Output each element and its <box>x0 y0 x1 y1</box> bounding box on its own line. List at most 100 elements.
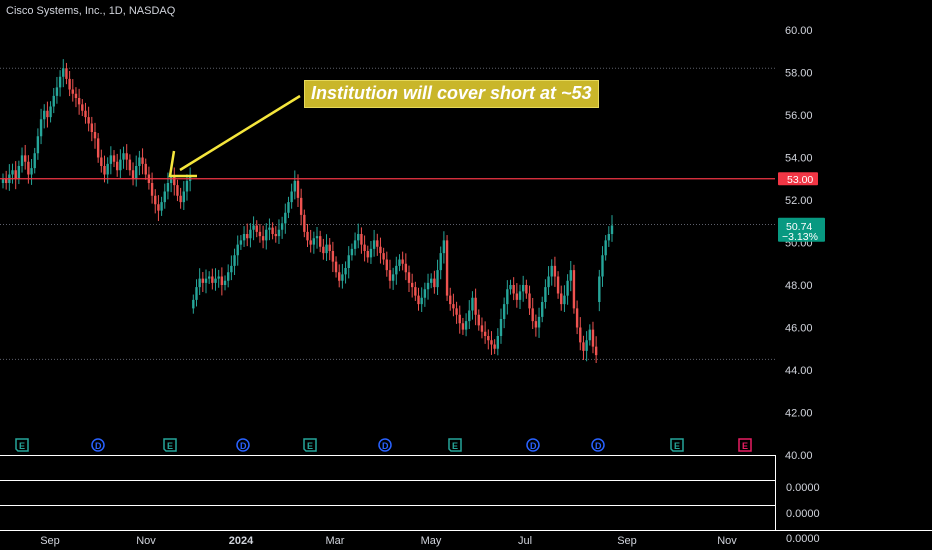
candle-body <box>268 227 271 230</box>
earnings-event-icon <box>15 438 29 452</box>
price-level-badge <box>778 172 818 186</box>
y-tick-label: 58.00 <box>785 68 813 80</box>
candle-body <box>242 234 246 241</box>
x-tick-label: Sep <box>40 535 60 547</box>
candle-body <box>299 197 303 215</box>
candle-body <box>401 259 404 264</box>
candle-body <box>563 295 566 305</box>
candle-body <box>36 136 40 154</box>
candle-body <box>119 159 122 171</box>
candle-body <box>4 178 8 183</box>
candle-body <box>176 185 179 196</box>
candle-body <box>525 285 528 294</box>
candle-body <box>100 157 103 166</box>
event-type-label: D <box>240 441 247 451</box>
candle-body <box>112 155 116 162</box>
candle-body <box>239 240 243 245</box>
candle-body <box>182 191 185 203</box>
candle-body <box>518 291 522 300</box>
candle-body <box>211 276 214 283</box>
y-tick-label: 60.00 <box>785 25 813 37</box>
candle-body <box>404 263 408 273</box>
candle-body <box>68 78 71 90</box>
candle-body <box>154 195 157 205</box>
candle-body <box>204 278 208 283</box>
last-price-label: 50.74 <box>786 221 812 233</box>
candle-body <box>461 323 465 330</box>
candle-body <box>290 191 293 203</box>
event-type-label: E <box>19 441 25 451</box>
candle-body <box>433 278 436 288</box>
candle-body <box>547 276 550 288</box>
candle-body <box>487 336 490 341</box>
annotation-callout[interactable]: Institution will cover short at ~53 <box>304 80 599 108</box>
candle-body <box>303 214 306 232</box>
candle-body <box>52 95 55 107</box>
event-type-label: D <box>595 441 602 451</box>
candle-body <box>604 240 607 256</box>
dividend-event-icon <box>91 438 105 452</box>
candle-body <box>363 244 366 251</box>
candle-body <box>144 163 147 175</box>
candle-body <box>541 302 544 317</box>
candle-body <box>325 244 328 254</box>
candle-body <box>553 265 557 277</box>
candle-body <box>230 265 233 273</box>
candle-body <box>471 297 474 311</box>
candle-body <box>309 240 312 245</box>
candle-body <box>449 295 452 305</box>
dividend-event-icon <box>591 438 605 452</box>
candle-body <box>410 282 414 288</box>
candle-body <box>610 225 614 234</box>
candle-body <box>515 293 519 300</box>
candle-body <box>30 168 33 175</box>
candle-body <box>477 314 480 326</box>
candle-body <box>1 178 5 183</box>
x-tick-label: Jul <box>518 535 532 547</box>
candle-body <box>58 76 62 88</box>
candle-body <box>493 344 496 349</box>
candle-body <box>217 276 220 279</box>
candle-body <box>588 329 591 341</box>
candle-body <box>512 285 515 294</box>
candle-body <box>369 248 373 258</box>
event-type-label: E <box>742 441 748 451</box>
candle-body <box>372 240 376 249</box>
candle-body <box>166 183 170 192</box>
candle-body <box>521 285 525 292</box>
candle-body <box>591 329 595 347</box>
candle-body <box>572 270 576 309</box>
candle-body <box>531 308 534 322</box>
candle-body <box>417 295 420 305</box>
event-type-label: D <box>382 441 389 451</box>
candle-body <box>173 176 176 186</box>
candle-body <box>579 327 582 343</box>
candle-body <box>201 278 205 283</box>
candle-body <box>14 170 17 179</box>
candle-body <box>464 321 468 330</box>
candle-body <box>509 285 512 290</box>
candle-body <box>11 170 14 175</box>
candle-body <box>106 163 109 175</box>
candle-body <box>296 180 300 198</box>
candle-body <box>49 106 52 118</box>
candle-body <box>185 180 189 192</box>
candle-body <box>96 138 100 158</box>
dividend-event-icon <box>236 438 250 452</box>
candle-body <box>537 316 541 328</box>
candle-body <box>395 265 398 275</box>
candle-body <box>452 304 455 309</box>
candle-body <box>534 321 538 328</box>
candle-body <box>502 304 506 319</box>
candle-body <box>87 117 90 124</box>
candle-body <box>207 276 211 279</box>
candle-body <box>179 195 182 203</box>
candle-body <box>46 110 49 118</box>
candle-body <box>376 240 379 247</box>
candle-body <box>318 236 322 247</box>
candle-body <box>601 255 604 277</box>
event-type-label: E <box>167 441 173 451</box>
candle-body <box>220 276 224 285</box>
candle-body <box>360 234 363 245</box>
